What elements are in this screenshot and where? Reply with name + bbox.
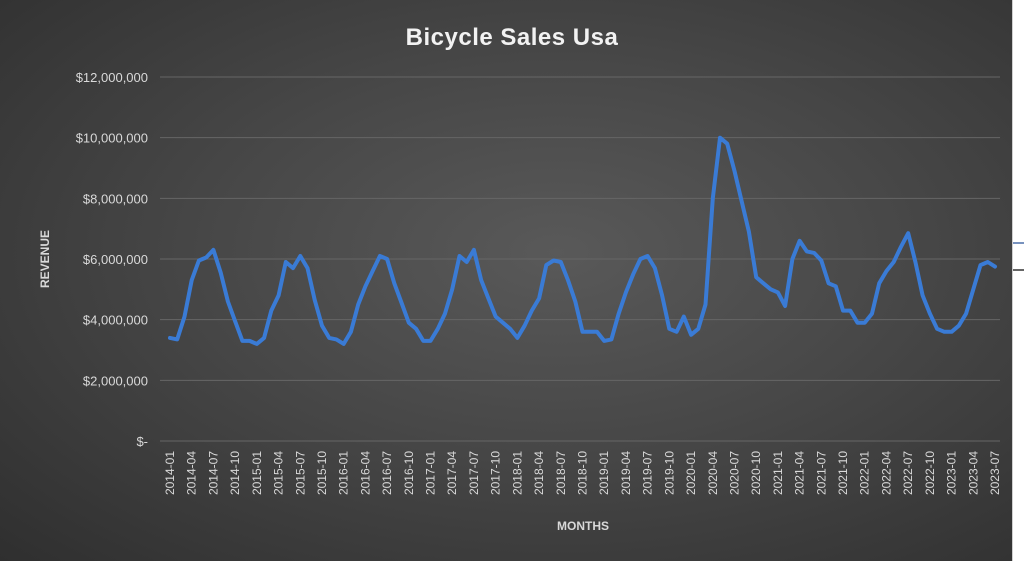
x-tick-label: 2021-04 xyxy=(793,451,807,495)
x-tick-label: 2017-01 xyxy=(424,451,438,495)
x-tick-label: 2020-07 xyxy=(727,451,741,495)
x-tick-label: 2020-01 xyxy=(684,451,698,495)
x-tick-label: 2021-01 xyxy=(771,451,785,495)
x-tick-label: 2017-07 xyxy=(467,451,481,495)
x-tick-label: 2022-07 xyxy=(901,451,915,495)
x-tick-label: 2015-01 xyxy=(250,451,264,495)
x-tick-label: 2017-10 xyxy=(489,451,503,495)
x-tick-label: 2023-01 xyxy=(945,451,959,495)
x-tick-label: 2022-10 xyxy=(923,451,937,495)
x-tick-label: 2019-07 xyxy=(641,451,655,495)
x-tick-label: 2018-10 xyxy=(576,451,590,495)
x-tick-label: 2019-10 xyxy=(662,451,676,495)
x-tick-label: 2020-10 xyxy=(749,451,763,495)
y-tick-label: $- xyxy=(136,434,148,449)
x-tick-label: 2015-04 xyxy=(272,451,286,495)
y-tick-label: $4,000,000 xyxy=(83,313,148,328)
x-tick-label: 2022-04 xyxy=(879,451,893,495)
x-tick-label: 2014-10 xyxy=(228,451,242,495)
y-tick-label: $10,000,000 xyxy=(76,131,148,146)
revenue-series-line xyxy=(168,135,997,346)
x-tick-label: 2018-04 xyxy=(532,451,546,495)
y-tick-label: $12,000,000 xyxy=(76,70,148,85)
x-axis-title: MONTHS xyxy=(557,519,609,533)
gridlines xyxy=(160,76,1000,442)
x-tick-label: 2014-07 xyxy=(206,451,220,495)
x-tick-label: 2016-01 xyxy=(337,451,351,495)
x-tick-label: 2016-07 xyxy=(380,451,394,495)
y-tick-label: $2,000,000 xyxy=(83,373,148,388)
edge-marks xyxy=(1013,242,1024,271)
x-tick-label: 2015-10 xyxy=(315,451,329,495)
x-axis-ticks: 2014-01 2014-04 2014-07 2014-10 2015-01 2015-… xyxy=(163,451,1002,495)
x-tick-label: 2015-07 xyxy=(293,451,307,495)
x-tick-label: 2021-10 xyxy=(836,451,850,495)
chart-title: Bicycle Sales Usa xyxy=(406,24,619,51)
x-tick-label: 2014-01 xyxy=(163,451,177,495)
x-tick-label: 2019-04 xyxy=(619,451,633,495)
y-axis-ticks: $- $2,000,000 $4,000,000 $6,000,000 $8,000,0… xyxy=(76,70,148,449)
y-axis-title: REVENUE xyxy=(38,230,52,288)
x-tick-label: 2017-04 xyxy=(445,451,459,495)
y-tick-label: $8,000,000 xyxy=(83,191,148,206)
x-tick-label: 2022-01 xyxy=(858,451,872,495)
x-tick-label: 2018-01 xyxy=(510,451,524,495)
x-tick-label: 2020-04 xyxy=(706,451,720,495)
x-tick-label: 2019-01 xyxy=(597,451,611,495)
x-tick-label: 2023-04 xyxy=(966,451,980,495)
x-tick-label: 2016-04 xyxy=(358,451,372,495)
y-tick-label: $6,000,000 xyxy=(83,252,148,267)
x-tick-label: 2023-07 xyxy=(988,451,1002,495)
x-tick-label: 2014-04 xyxy=(185,451,199,495)
x-tick-label: 2021-07 xyxy=(814,451,828,495)
x-tick-label: 2018-07 xyxy=(554,451,568,495)
x-tick-label: 2016-10 xyxy=(402,451,416,495)
